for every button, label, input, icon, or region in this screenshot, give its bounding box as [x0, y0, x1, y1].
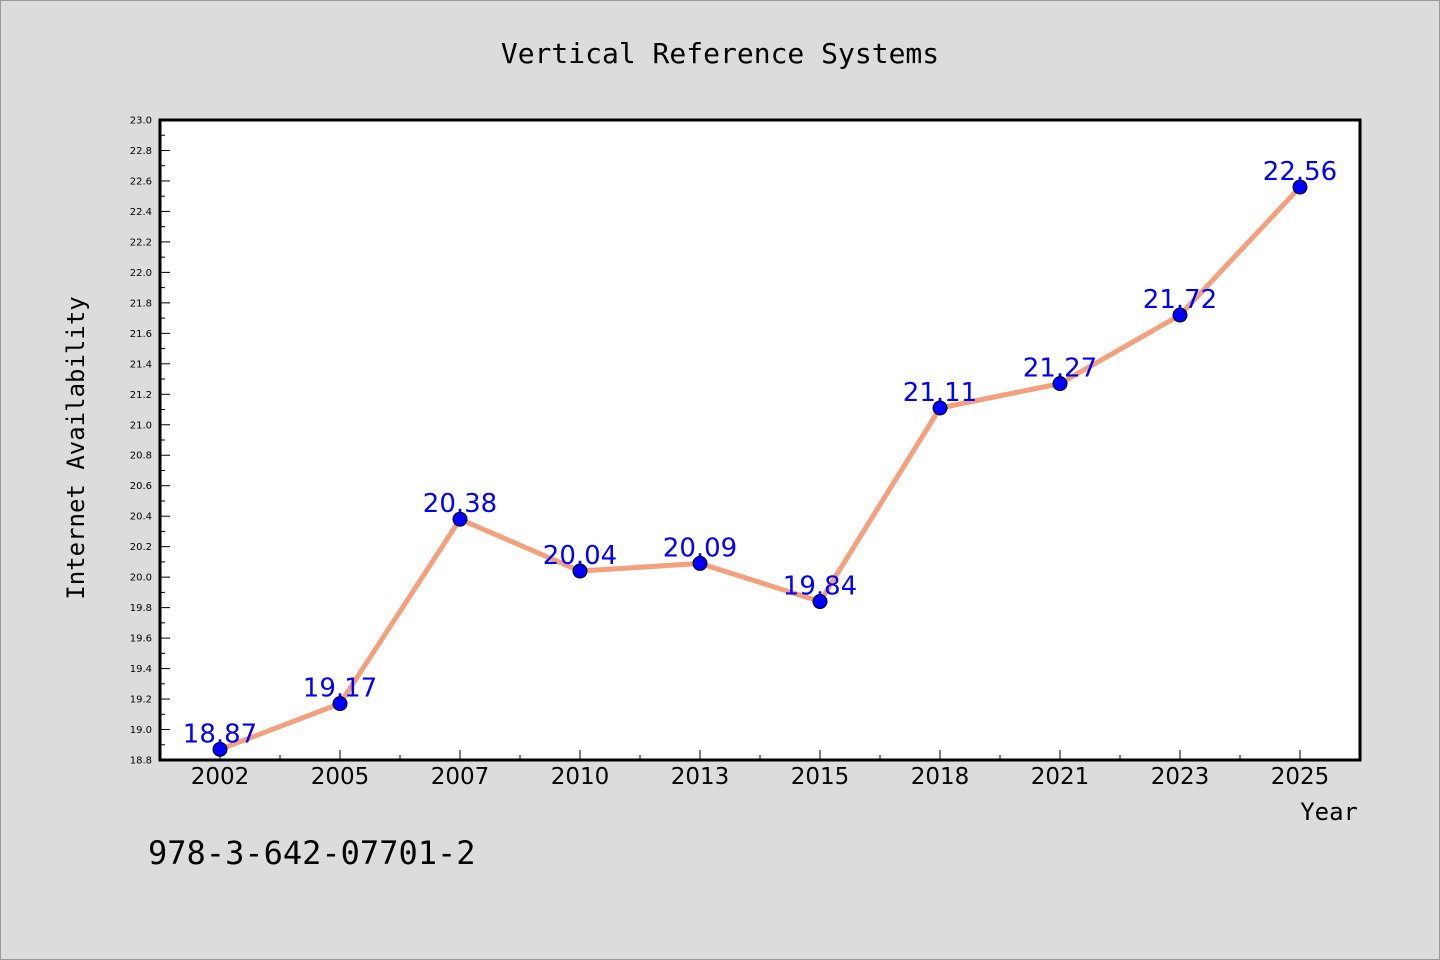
data-label: 20.04: [543, 541, 617, 571]
y-tick-label: 22.2: [130, 237, 152, 248]
y-tick-label: 20.2: [130, 542, 152, 553]
x-tick-label: 2018: [911, 764, 970, 790]
data-label: 19.84: [783, 572, 857, 602]
y-tick-label: 19.6: [130, 634, 152, 645]
footer-isbn: 978-3-642-07701-2: [148, 834, 476, 872]
y-tick-label: 22.8: [130, 146, 152, 157]
x-tick-label: 2002: [191, 764, 250, 790]
y-tick-label: 21.6: [130, 329, 152, 340]
data-label: 18.87: [183, 719, 257, 749]
x-tick-label: 2007: [431, 764, 490, 790]
data-label: 19.17: [303, 674, 377, 704]
x-tick-label: 2015: [791, 764, 850, 790]
series-line: [217, 184, 1303, 752]
data-label: 21.72: [1143, 285, 1217, 315]
y-tick-label: 21.0: [130, 420, 152, 431]
y-tick-label: 20.8: [130, 451, 152, 462]
x-tick-label: 2005: [311, 764, 370, 790]
x-tick-label: 2025: [1271, 764, 1330, 790]
plot-border: [158, 118, 1362, 762]
data-point: [932, 400, 948, 416]
data-point: [1052, 376, 1068, 392]
data-point: [1292, 179, 1308, 195]
x-axis-ticks: 2002 2005 2007 2010 2013 2015 2018 2021 2023 2025: [191, 750, 1330, 790]
data-point: [692, 555, 708, 571]
data-point: [572, 563, 588, 579]
data-label: 20.09: [663, 533, 737, 563]
chart-title: Vertical Reference Systems: [501, 37, 939, 70]
data-label: 21.27: [1023, 354, 1097, 384]
plot-area: [160, 120, 1360, 760]
data-label: 22.56: [1263, 157, 1337, 187]
y-axis-label: Internet Availability: [62, 296, 90, 599]
y-tick-label: 19.0: [130, 725, 152, 736]
y-axis-ticks: 18.8 19.0 19.2 19.4 19.6 19.8 20.0 20.2 20.4 20.6…: [130, 116, 170, 767]
y-tick-label: 20.4: [130, 512, 152, 523]
data-label: 20.38: [423, 489, 497, 519]
x-tick-label: 2021: [1031, 764, 1090, 790]
y-tick-label: 20.0: [130, 573, 152, 584]
y-tick-label: 22.4: [130, 207, 152, 218]
y-tick-label: 19.4: [130, 664, 152, 675]
y-tick-label: 19.8: [130, 603, 152, 614]
x-axis-label: Year: [1300, 798, 1358, 826]
series-markers: [212, 179, 1308, 757]
y-tick-label: 21.4: [130, 359, 152, 370]
y-tick-label: 22.6: [130, 176, 152, 187]
data-labels: 18.87 19.17 20.38 20.04 20.09 19.84 21.11 21.27…: [183, 157, 1337, 749]
y-tick-label: 21.2: [130, 390, 152, 401]
y-tick-label: 19.2: [130, 695, 152, 706]
y-tick-label: 20.6: [130, 481, 152, 492]
data-point: [212, 741, 228, 757]
data-point: [332, 696, 348, 712]
x-tick-label: 2010: [551, 764, 610, 790]
data-point: [1172, 307, 1188, 323]
y-tick-label: 21.8: [130, 298, 152, 309]
x-tick-label: 2013: [671, 764, 730, 790]
y-tick-label: 23.0: [130, 116, 152, 127]
data-label: 21.11: [903, 378, 977, 408]
y-tick-label: 18.8: [130, 756, 152, 767]
x-tick-label: 2023: [1151, 764, 1210, 790]
data-point: [812, 594, 828, 610]
y-tick-label: 22.0: [130, 268, 152, 279]
data-point: [452, 511, 468, 527]
